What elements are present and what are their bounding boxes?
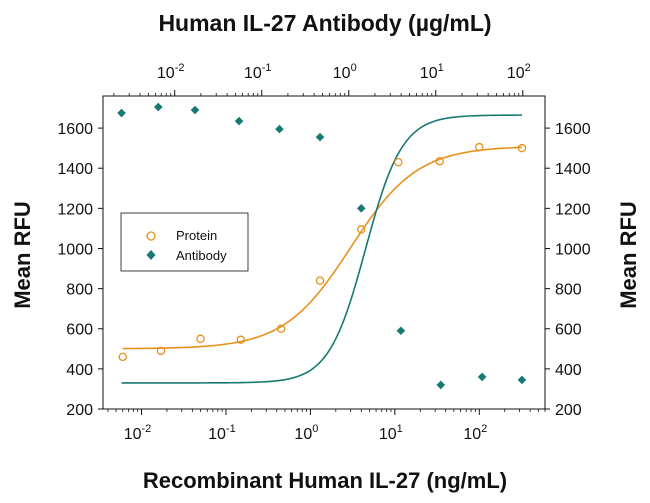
y-right-tick-label: 600	[555, 322, 582, 339]
plot-frame	[102, 95, 546, 410]
y-right-tick-label: 400	[555, 362, 582, 379]
y-left-tick-label: 800	[66, 282, 93, 299]
y-right-tick-label: 200	[555, 402, 582, 419]
y-left-tick-label: 1000	[57, 241, 93, 258]
ticks-layer: 10-2 10-1 100 101 102 10-2 10-1 100 101 102 200 200…	[57, 62, 590, 443]
antibody-fit-curve	[121, 114, 522, 384]
data-points	[117, 102, 527, 390]
fit-curves	[121, 114, 522, 384]
y-left-tick-label: 1200	[57, 201, 93, 218]
antibody-point	[477, 372, 487, 382]
y-left-tick-label: 200	[66, 402, 93, 419]
x-tick-label: 102	[463, 423, 487, 443]
antibody-point	[190, 105, 200, 115]
y-left-tick-label: 1400	[57, 161, 93, 178]
antibody-point	[315, 132, 325, 142]
protein-point	[356, 225, 366, 234]
y-right-tick-label: 1200	[555, 201, 591, 218]
y-left-tick-label: 600	[66, 322, 93, 339]
protein-point	[276, 324, 286, 333]
y-axis-label-left: Mean RFU	[10, 201, 35, 309]
x-tick-label: 10-1	[208, 423, 236, 443]
x-axis-label: Recombinant Human IL-27 (ng/mL)	[143, 468, 507, 493]
y-left-tick-label: 1600	[57, 121, 93, 138]
antibody-point	[356, 204, 366, 213]
antibody-point	[234, 116, 244, 126]
antibody-point	[517, 375, 527, 385]
top-tick-label: 10-1	[244, 62, 272, 82]
y-right-tick-label: 1600	[555, 121, 591, 138]
protein-point	[394, 157, 403, 167]
legend-protein-marker	[146, 231, 156, 241]
antibody-point	[396, 326, 406, 336]
legend: Protein Antibody	[120, 212, 249, 272]
antibody-point	[117, 108, 126, 118]
x-tick-label: 100	[294, 423, 318, 443]
legend-box	[120, 212, 249, 272]
chart-title: Human IL-27 Antibody (µg/mL)	[158, 10, 491, 36]
legend-antibody-label: Antibody	[176, 248, 227, 263]
y-axis-label-right: Mean RFU	[616, 201, 641, 309]
y-right-tick-label: 800	[555, 282, 582, 299]
antibody-point	[436, 380, 446, 390]
top-tick-label: 102	[507, 62, 531, 82]
protein-point	[156, 346, 166, 356]
y-right-tick-label: 1000	[555, 241, 591, 258]
x-tick-label: 101	[379, 423, 403, 443]
antibody-point	[153, 102, 163, 112]
x-tick-label: 10-2	[124, 423, 152, 443]
top-tick-label: 10-2	[157, 62, 185, 82]
protein-fit-curve	[122, 146, 522, 350]
protein-point	[236, 335, 246, 345]
protein-point	[315, 276, 325, 285]
protein-point	[475, 142, 484, 152]
protein-point	[435, 156, 444, 166]
y-left-tick-label: 400	[66, 362, 93, 379]
legend-antibody-marker	[146, 250, 156, 260]
protein-point	[517, 143, 527, 153]
legend-protein-label: Protein	[176, 228, 217, 243]
top-tick-label: 101	[420, 62, 444, 82]
protein-point	[196, 334, 205, 344]
y-right-tick-label: 1400	[555, 161, 591, 178]
protein-point	[118, 352, 128, 362]
top-tick-label: 100	[333, 62, 357, 82]
antibody-point	[275, 124, 284, 134]
